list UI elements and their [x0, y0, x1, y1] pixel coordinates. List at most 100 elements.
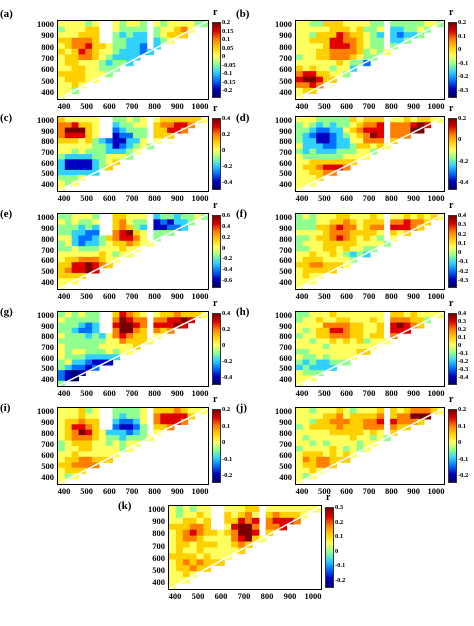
heatmap-cell [119, 219, 127, 226]
heatmap-cell [376, 132, 385, 139]
heatmap-cell [302, 169, 311, 176]
heatmap-cell [85, 214, 93, 220]
heatmap-cell [189, 559, 198, 566]
heatmap-cell [309, 117, 317, 123]
heatmap-cell [78, 169, 86, 176]
heatmap-cell [153, 37, 161, 44]
heatmap-cell [173, 32, 182, 39]
heatmap-cell [85, 219, 93, 226]
heatmap-cell [309, 246, 317, 253]
heatmap-cell [322, 48, 331, 56]
heatmap-cell [390, 219, 398, 226]
y-tick-label: 1000 [275, 310, 292, 320]
y-tick-label: 500 [152, 564, 165, 575]
heatmap-cell [296, 429, 304, 436]
heatmap-cell [85, 317, 93, 324]
heatmap-cell [98, 251, 107, 258]
heatmap-cell [272, 506, 281, 513]
heatmap-cell [296, 175, 304, 182]
heatmap-cell [329, 48, 337, 56]
heatmap-cell [410, 32, 418, 39]
x-tick-label: 500 [80, 291, 94, 301]
heatmap-cell [363, 440, 371, 447]
heatmap-cell [296, 230, 304, 237]
colorbar-tick-label: -0.1 [458, 455, 469, 463]
heatmap-cell [322, 413, 331, 420]
heatmap-cell [302, 164, 311, 171]
x-tick-label: 400 [295, 291, 309, 301]
heatmap-cell [196, 565, 205, 572]
heatmap-cell [112, 37, 120, 44]
heatmap-cell [363, 26, 371, 33]
heatmap-cell [85, 338, 93, 345]
x-tick-label: 500 [317, 193, 331, 203]
heatmap-cell [112, 214, 120, 220]
heatmap-cell [349, 21, 358, 28]
heatmap-cell [336, 446, 344, 453]
heatmap-cell [203, 547, 212, 555]
heatmap-cell [296, 440, 304, 447]
x-tick-label: 900 [170, 388, 184, 398]
heatmap-cell [316, 327, 324, 334]
x-tick-label: 900 [407, 193, 421, 203]
heatmap-cell [194, 214, 202, 220]
heatmap-cell [160, 322, 168, 329]
heatmap-cell [92, 117, 100, 123]
x-tick-label: 1000 [191, 388, 209, 398]
heatmap-cell [58, 312, 66, 318]
heatmap-cell [343, 148, 351, 155]
x-tick-label: 700 [125, 486, 139, 496]
heatmap-cell [302, 43, 311, 50]
heatmap-cell [71, 65, 80, 72]
heatmap-cell [356, 60, 364, 67]
heatmap-cell [92, 456, 100, 463]
heatmap-cell [356, 54, 364, 61]
heatmap-cell [169, 506, 177, 513]
x-tick-label: 600 [340, 193, 354, 203]
heatmap-cell [105, 235, 114, 242]
heatmap-cell [64, 26, 73, 33]
heatmap-cell [71, 456, 80, 463]
heatmap-svg [296, 408, 444, 484]
heatmap-cell [173, 219, 182, 226]
heatmap-cell [119, 240, 127, 247]
heatmap-cell [437, 21, 444, 28]
heatmap-cell [160, 214, 168, 220]
heatmap-cell [92, 413, 100, 420]
heatmap-cell [119, 408, 127, 415]
heatmap-cell [64, 43, 73, 50]
heatmap-cell [329, 32, 337, 39]
heatmap-cell [296, 138, 304, 145]
heatmap-cell [390, 214, 398, 220]
heatmap-cell [336, 159, 344, 166]
colorbar-unit-label: r [449, 103, 454, 114]
heatmap-cell [245, 511, 253, 519]
colorbar-tick-label: 0 [458, 136, 462, 144]
heatmap-cell [349, 48, 358, 56]
heatmap-cell [92, 446, 100, 453]
heatmap-cell [78, 322, 86, 329]
y-tick-label: 400 [41, 277, 54, 287]
heatmap-cell [376, 122, 385, 129]
heatmap-cell [92, 164, 100, 171]
heatmap-cell [105, 343, 114, 350]
heatmap-cell [329, 424, 337, 431]
heatmap-cell [316, 60, 324, 67]
y-tick-label: 700 [41, 342, 54, 352]
heatmap-cell [390, 127, 398, 134]
heatmap-cell [153, 418, 161, 425]
heatmap-cell [322, 169, 331, 176]
heatmap-cell [58, 343, 66, 350]
heatmap-cell [105, 262, 114, 269]
heatmap-cell [296, 456, 304, 463]
heatmap-cell [251, 506, 260, 513]
heatmap-cell [85, 343, 93, 350]
heatmap-cell [85, 408, 93, 415]
heatmap-cell [322, 122, 331, 129]
x-tick-label: 900 [407, 291, 421, 301]
heatmap-cell [309, 473, 317, 480]
heatmap-cell [78, 267, 86, 274]
heatmap-cell [396, 32, 405, 39]
heatmap-cell [370, 327, 378, 334]
heatmap-cell [203, 559, 212, 566]
